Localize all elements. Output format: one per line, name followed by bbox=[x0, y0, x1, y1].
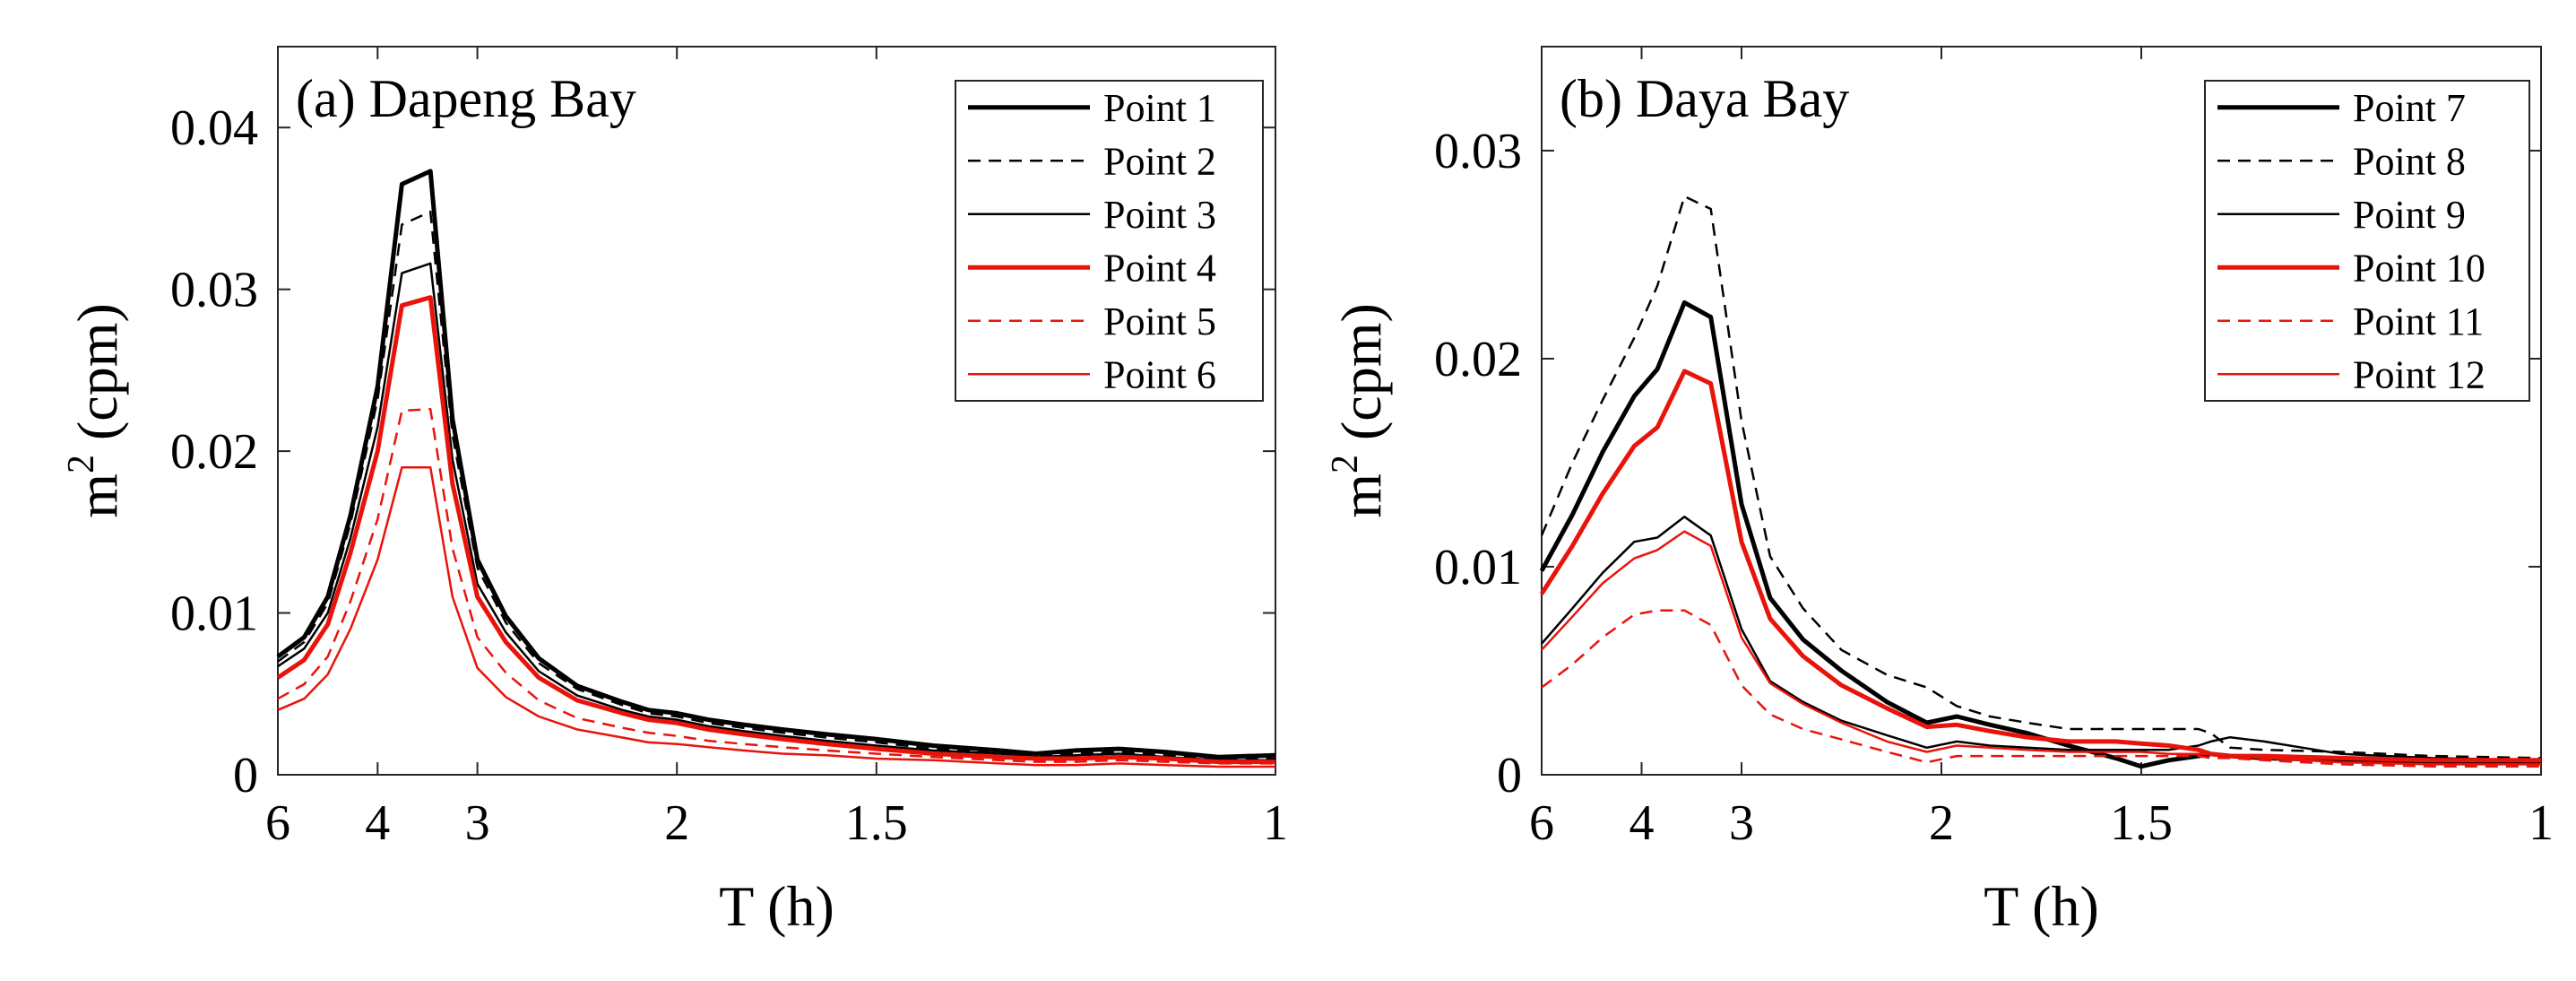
a-series-point-4 bbox=[276, 295, 1275, 765]
a-y-axis-label: m2 (cpm) bbox=[61, 303, 129, 518]
b-y-axis-label: m2 (cpm) bbox=[1325, 303, 1393, 518]
b-y-tick-label: 0.01 bbox=[1434, 540, 1522, 595]
a-y-tick-label: 0.04 bbox=[170, 100, 258, 156]
a-legend-label-point-5: Point 5 bbox=[1103, 300, 1216, 343]
b-panel-title: (b) Daya Bay bbox=[1560, 69, 1849, 128]
b-legend-label-point-7: Point 7 bbox=[2353, 86, 2466, 130]
b-y-tick-label: 0.03 bbox=[1434, 124, 1522, 179]
a-x-tick-label: 6 bbox=[265, 795, 290, 851]
panel-a-dapeng-bay: 6 4 3 2 1.5 1 0 0.01 0.02 0.03 0.04 T (h) m2 (cpm) (a… bbox=[61, 46, 1288, 938]
a-series-point-2 bbox=[277, 210, 1275, 760]
b-legend-label-point-8: Point 8 bbox=[2353, 139, 2466, 183]
a-legend-label-point-3: Point 3 bbox=[1103, 193, 1216, 237]
a-legend-label-point-6: Point 6 bbox=[1103, 352, 1216, 396]
a-legend-label-point-2: Point 2 bbox=[1103, 139, 1216, 183]
b-legend: Point 7 Point 8 Point 9 Point 10 Point 11 Poi… bbox=[2204, 80, 2530, 402]
a-x-tick-label: 1.5 bbox=[845, 795, 908, 851]
a-panel-title: (a) Dapeng Bay bbox=[296, 69, 636, 128]
a-x-tick-label: 4 bbox=[365, 795, 390, 851]
b-series-point-9 bbox=[1541, 516, 2542, 762]
b-x-tick-label: 1.5 bbox=[2110, 795, 2173, 851]
a-series-point-1 bbox=[276, 169, 1276, 760]
b-legend-box bbox=[2204, 80, 2530, 402]
b-x-tick-label: 4 bbox=[1629, 795, 1655, 851]
a-legend-label-point-1: Point 1 bbox=[1103, 86, 1216, 130]
b-legend-label-point-11: Point 11 bbox=[2353, 300, 2484, 343]
b-series-point-11 bbox=[1541, 609, 2541, 768]
b-legend-label-point-12: Point 12 bbox=[2353, 352, 2485, 396]
a-x-axis-label: T (h) bbox=[719, 874, 834, 938]
b-axes-box bbox=[1541, 46, 2542, 776]
a-y-tick-label: 0.02 bbox=[170, 424, 258, 480]
b-series-point-12 bbox=[1541, 530, 2541, 766]
a-legend-box bbox=[955, 80, 1264, 402]
b-x-axis-label: T (h) bbox=[1984, 874, 2099, 938]
a-y-tick-label: 0.01 bbox=[170, 586, 258, 642]
b-y-tick-label: 0.02 bbox=[1434, 332, 1522, 387]
b-x-tick-label: 2 bbox=[1929, 795, 1954, 851]
b-x-tick-label: 1 bbox=[2528, 795, 2554, 851]
panel-b-daya-bay: 6 4 3 2 1.5 1 0 0.01 0.02 0.03 T (h) m2 (cpm) (b) Da… bbox=[1325, 46, 2554, 938]
b-series-point-8 bbox=[1540, 195, 2542, 760]
a-y-tick-label: 0 bbox=[233, 748, 258, 803]
b-legend-label-point-9: Point 9 bbox=[2353, 193, 2466, 237]
a-series-point-5 bbox=[277, 407, 1275, 765]
a-series-point-3 bbox=[277, 262, 1275, 762]
a-x-tick-label: 1 bbox=[1263, 795, 1288, 851]
a-legend: Point 1 Point 2 Point 3 Point 4 Point 5 Point… bbox=[955, 80, 1264, 402]
a-x-tick-label: 3 bbox=[465, 795, 490, 851]
b-legend-label-point-10: Point 10 bbox=[2353, 246, 2485, 290]
a-legend-label-point-4: Point 4 bbox=[1103, 246, 1216, 290]
a-axes-box bbox=[277, 46, 1276, 776]
a-series-point-6 bbox=[277, 465, 1275, 768]
a-x-tick-label: 2 bbox=[664, 795, 689, 851]
b-x-tick-label: 6 bbox=[1529, 795, 1554, 851]
a-y-tick-label: 0.03 bbox=[170, 263, 258, 318]
b-x-tick-label: 3 bbox=[1729, 795, 1754, 851]
b-y-tick-label: 0 bbox=[1497, 748, 1522, 803]
